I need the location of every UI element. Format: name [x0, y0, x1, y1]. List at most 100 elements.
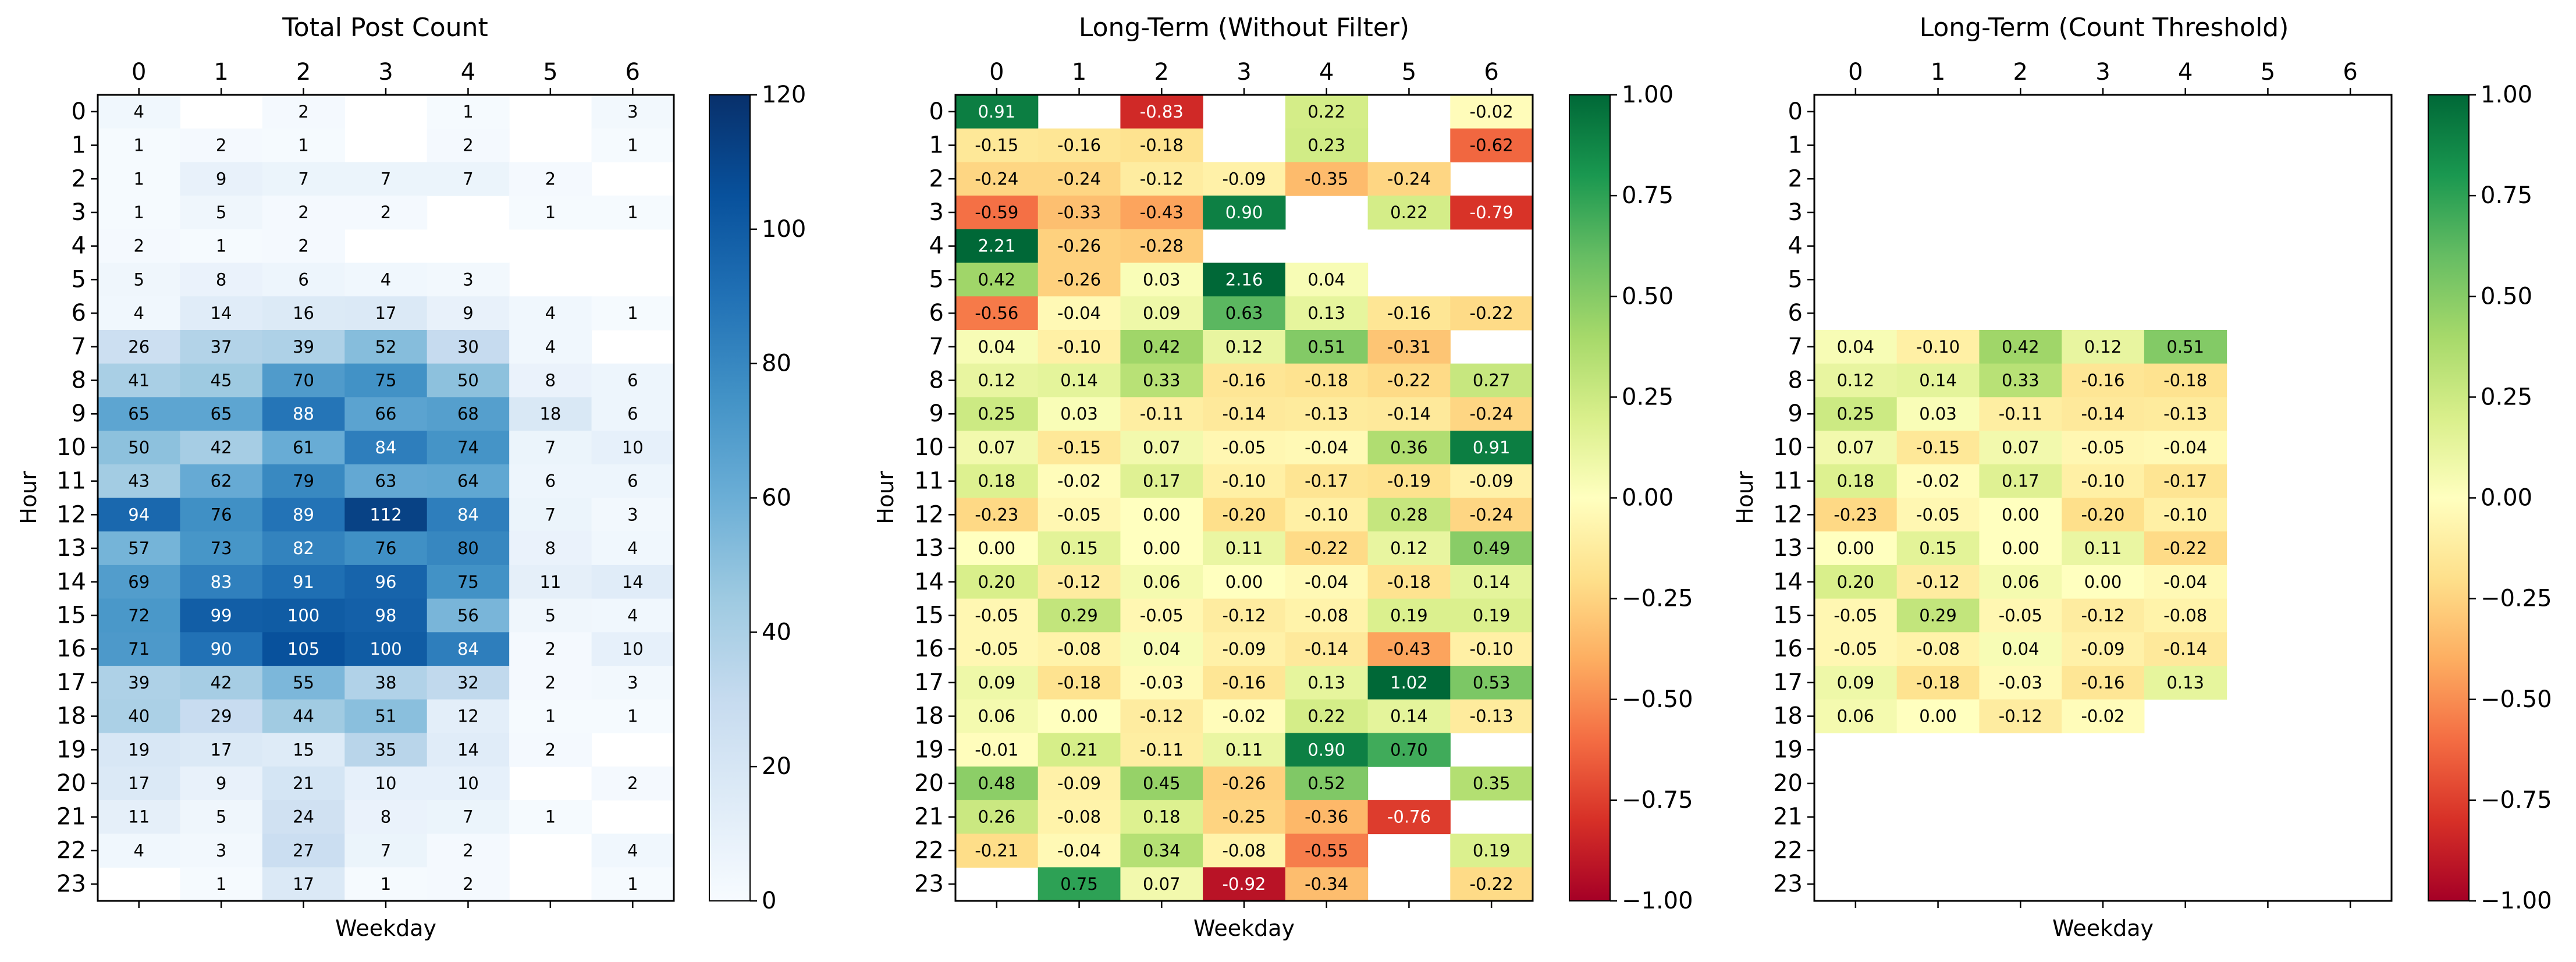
cell-value-label: 52	[375, 337, 397, 357]
y-tick-label: 22	[56, 837, 86, 864]
y-tick-label: 20	[1773, 770, 1803, 797]
colorbar-tick-label: 60	[762, 485, 791, 512]
cell-value-label: 76	[211, 505, 232, 524]
cell-value-label: 10	[622, 639, 644, 659]
colorbar-tick-label: 100	[762, 216, 806, 243]
y-tick-label: 3	[72, 199, 86, 226]
cell-value-label: 2	[216, 136, 226, 155]
heatmap-cell	[2062, 329, 2145, 364]
x-tick-label: 6	[2343, 59, 2357, 86]
heatmap-cell	[1285, 766, 1369, 801]
y-tick-label: 13	[914, 535, 944, 562]
y-tick-label: 17	[56, 669, 86, 696]
heatmap-cell	[2062, 531, 2145, 566]
cell-value-label: -0.09	[1470, 471, 1513, 491]
colorbar-tick-label: 80	[762, 350, 791, 377]
colorbar-ticks: −1.00 −0.75 −0.50 −0.25 0.00 0.25 0.50 0.75 1.00	[1610, 81, 1693, 914]
cell-value-label: 0.23	[1307, 136, 1345, 155]
heatmap-cell	[509, 699, 592, 734]
x-tick-label: 5	[543, 59, 557, 86]
heatmap-cell	[509, 498, 592, 532]
cell-value-label: -0.16	[2081, 371, 2124, 391]
cell-value-label: 61	[293, 438, 314, 457]
heatmap-cell	[98, 397, 181, 431]
cell-value-label: 84	[375, 438, 397, 457]
heatmap-cell	[509, 531, 592, 566]
colorbar-tick-label: −0.50	[2481, 686, 2552, 713]
cell-value-label: 71	[128, 639, 150, 659]
heatmap-cell	[1450, 666, 1533, 700]
cell-value-label: 12	[457, 707, 479, 726]
heatmap-cell	[98, 363, 181, 397]
cell-value-label: 2	[463, 840, 473, 860]
cell-value-label: 40	[128, 707, 150, 726]
y-tick-label: 14	[56, 569, 86, 595]
y-tick-label: 5	[929, 266, 944, 293]
cell-value-label: -0.17	[2163, 471, 2207, 491]
cell-value-label: 35	[375, 740, 397, 759]
heatmap-cell	[1037, 833, 1121, 868]
heatmap-cell	[2144, 666, 2227, 700]
heatmap-cell	[591, 95, 674, 129]
heatmap-cell	[344, 431, 428, 465]
cell-value-label: 0.06	[978, 707, 1016, 726]
heatmap-cell	[1367, 363, 1451, 397]
y-tick-label: 11	[914, 468, 944, 495]
cell-value-label: 100	[369, 639, 401, 659]
cell-value-label: 65	[211, 404, 232, 424]
heatmap-cell	[344, 733, 428, 767]
plot-frame	[1813, 94, 2393, 902]
cell-value-label: 0.42	[2002, 337, 2040, 357]
cell-value-label: -0.11	[1140, 404, 1184, 424]
heatmap-cell	[1120, 162, 1203, 196]
heatmap-cell	[591, 531, 674, 566]
cell-value-label: -0.10	[2081, 471, 2124, 491]
cell-value-label: 1	[133, 136, 144, 155]
y-tick-label: 23	[56, 871, 86, 897]
cell-value-label: -0.18	[2163, 371, 2207, 391]
y-tick-label: 6	[1788, 300, 1803, 326]
cell-value-label: 0.09	[978, 673, 1016, 693]
y-tick-label: 1	[72, 132, 86, 159]
y-tick-label: 8	[929, 367, 944, 394]
heatmap-cell	[509, 632, 592, 666]
heatmap-cell	[1896, 329, 1980, 364]
heatmap-cell	[2062, 666, 2145, 700]
heatmap-cell	[2062, 397, 2145, 431]
heatmap-cell	[1120, 95, 1203, 129]
heatmap-cell	[509, 431, 592, 465]
heatmap-cell	[1037, 128, 1121, 163]
cell-value-label: 2	[463, 874, 473, 894]
x-tick-label: 3	[2095, 59, 2110, 86]
cell-value-label: 0.36	[1390, 438, 1428, 457]
cell-value-label: 14	[211, 303, 232, 323]
cell-value-label: 2	[545, 169, 556, 189]
cell-value-label: 68	[457, 404, 479, 424]
cell-value-label: 0.51	[1307, 337, 1345, 357]
heatmap-cell	[98, 464, 181, 499]
cell-value-label: 0.19	[1473, 605, 1511, 625]
heatmap-cell	[427, 128, 510, 163]
heatmap-cell	[1450, 867, 1533, 901]
y-tick-label: 10	[914, 434, 944, 461]
y-tick-label: 14	[914, 569, 944, 595]
heatmap-cell	[344, 296, 428, 331]
heatmap-cell	[1037, 699, 1121, 734]
heatmap-cell	[344, 498, 428, 532]
heatmap-cell	[955, 498, 1039, 532]
colorbar-tick-label: −0.75	[2481, 787, 2552, 814]
cell-value-label: 98	[375, 605, 397, 625]
heatmap-cell	[180, 565, 263, 599]
heatmap-cell	[1120, 867, 1203, 901]
cell-value-label: 26	[128, 337, 150, 357]
heatmap-cell	[262, 296, 345, 331]
heatmap-cell	[955, 531, 1039, 566]
heatmap-cell	[2144, 363, 2227, 397]
heatmap-cell	[1814, 431, 1898, 465]
cell-value-label: 0.22	[1390, 203, 1428, 222]
x-tick-label: 2	[2013, 59, 2028, 86]
cell-value-label: 90	[211, 639, 232, 659]
cell-value-label: 0.07	[978, 438, 1016, 457]
heatmap-cell	[955, 666, 1039, 700]
